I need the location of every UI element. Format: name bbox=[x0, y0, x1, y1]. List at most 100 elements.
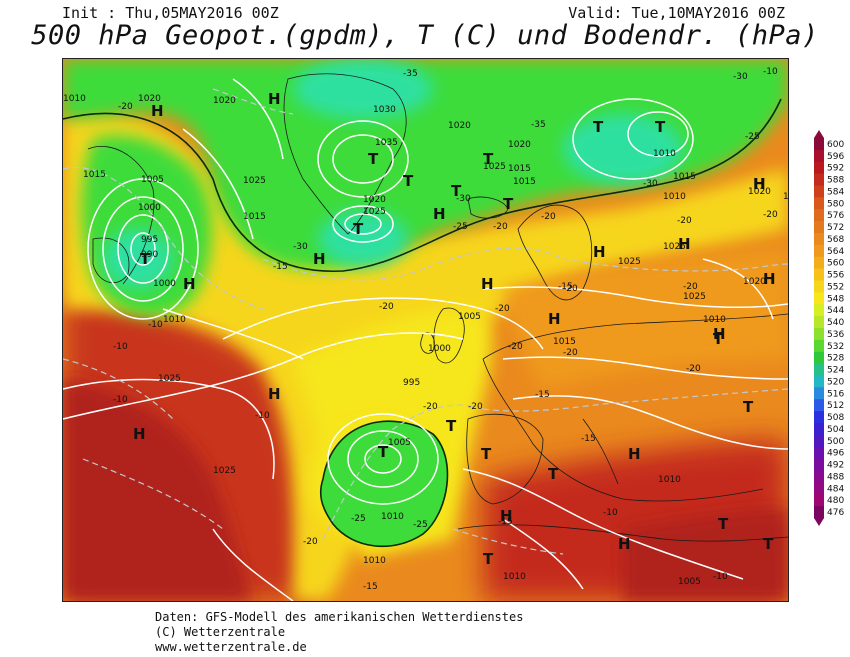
scale-arrow-bottom bbox=[814, 518, 824, 526]
isobar-label: 995 bbox=[141, 235, 158, 245]
isobar-label: 1005 bbox=[458, 312, 481, 322]
low-pressure-marker: T bbox=[140, 250, 151, 268]
isotherm-label: -20 bbox=[541, 212, 556, 222]
isobar-label: 1020 bbox=[138, 94, 161, 104]
low-pressure-marker: T bbox=[503, 195, 514, 213]
scale-tick-label: 500 bbox=[827, 437, 844, 447]
isotherm-label: -15 bbox=[273, 262, 288, 272]
high-pressure-marker: H bbox=[713, 325, 726, 343]
scale-tick-label: 492 bbox=[827, 461, 844, 471]
scale-tick-label: 496 bbox=[827, 449, 844, 459]
isobar-label: 1015 bbox=[508, 164, 531, 174]
footer-url[interactable]: www.wetterzentrale.de bbox=[155, 640, 307, 654]
isobar-label: 1015 bbox=[553, 337, 576, 347]
isobar-label: 1020 bbox=[508, 140, 531, 150]
scale-swatch bbox=[814, 434, 824, 448]
scale-swatch bbox=[814, 244, 824, 258]
scale-swatch bbox=[814, 375, 824, 388]
valid-time: Valid: Tue,10MAY2016 00Z bbox=[568, 4, 785, 22]
isotherm-label: -20 bbox=[508, 342, 523, 352]
isobar-label: 1025 bbox=[158, 374, 181, 384]
low-pressure-marker: T bbox=[353, 220, 364, 238]
isobar-label: 1025 bbox=[618, 257, 641, 267]
scale-tick-label: 480 bbox=[827, 496, 844, 506]
low-pressure-marker: T bbox=[548, 465, 559, 483]
scale-tick-label: 508 bbox=[827, 413, 844, 423]
isotherm-label: -20 bbox=[686, 364, 701, 374]
scale-swatch bbox=[814, 280, 824, 293]
scale-swatch bbox=[814, 411, 824, 424]
isobar-label: 1020 bbox=[363, 195, 386, 205]
scale-tick-label: 512 bbox=[827, 401, 844, 411]
scale-swatch bbox=[814, 268, 824, 281]
scale-tick-label: 588 bbox=[827, 176, 844, 186]
high-pressure-marker: H bbox=[151, 102, 164, 120]
scale-swatch bbox=[814, 470, 824, 483]
high-pressure-marker: H bbox=[628, 445, 641, 463]
scale-swatch bbox=[814, 494, 824, 507]
isobars bbox=[63, 78, 788, 601]
high-pressure-marker: H bbox=[618, 535, 631, 553]
isotherm-label: -10 bbox=[148, 320, 163, 330]
isotherm-label: -20 bbox=[493, 222, 508, 232]
scale-swatch bbox=[814, 399, 824, 412]
isobar-label: 1010 bbox=[703, 315, 726, 325]
scale-tick-label: 524 bbox=[827, 366, 844, 376]
isotherm-label: -25 bbox=[351, 514, 366, 524]
isobar-label: 990 bbox=[141, 250, 158, 260]
isotherm-label: -15 bbox=[558, 282, 573, 292]
scale-tick-label: 556 bbox=[827, 271, 844, 281]
scale-swatch bbox=[814, 458, 824, 471]
footer-copyright: (C) Wetterzentrale bbox=[155, 625, 286, 639]
isobar-label: 1025 bbox=[483, 162, 506, 172]
isobar-label: 1010 bbox=[163, 315, 186, 325]
scale-swatch bbox=[814, 482, 824, 495]
isotherm-label: -25 bbox=[413, 520, 428, 530]
scale-tick-label: 584 bbox=[827, 187, 844, 197]
scale-swatch bbox=[814, 387, 824, 400]
scale-swatch bbox=[814, 423, 824, 436]
high-pressure-marker: H bbox=[133, 425, 146, 443]
scale-tick-label: 564 bbox=[827, 247, 844, 257]
footer-data-source: Daten: GFS-Modell des amerikanischen Wet… bbox=[155, 610, 524, 624]
scale-tick-label: 532 bbox=[827, 342, 844, 352]
isotherm-label: -35 bbox=[403, 69, 418, 79]
isobar-label: 1025 bbox=[213, 466, 236, 476]
scale-tick-label: 488 bbox=[827, 472, 844, 482]
isobar-label: 1025 bbox=[663, 242, 686, 252]
scale-swatch bbox=[814, 339, 824, 353]
low-pressure-marker: T bbox=[483, 150, 494, 168]
low-pressure-marker: T bbox=[718, 515, 729, 533]
low-pressure-marker: T bbox=[378, 443, 389, 461]
isobar-label: 1025 bbox=[243, 176, 266, 186]
scale-tick-label: 504 bbox=[827, 425, 844, 435]
low-pressure-marker: T bbox=[481, 445, 492, 463]
scale-swatch bbox=[814, 363, 824, 376]
geopotential-field bbox=[63, 59, 788, 601]
scale-tick-label: 548 bbox=[827, 294, 844, 304]
high-pressure-marker: H bbox=[548, 310, 561, 328]
isobar-label: 1015 bbox=[783, 192, 788, 202]
high-pressure-marker: H bbox=[763, 270, 776, 288]
low-pressure-marker: T bbox=[763, 535, 774, 553]
scale-tick-label: 576 bbox=[827, 211, 844, 221]
isotherm-label: -15 bbox=[363, 582, 378, 592]
isotherm-label: -20 bbox=[763, 210, 778, 220]
isotherm-label: -20 bbox=[563, 348, 578, 358]
isotherm-label: -25 bbox=[745, 132, 760, 142]
scale-swatch bbox=[814, 233, 824, 246]
map-title: 500 hPa Geopot.(gpdm), T (C) und Bodendr… bbox=[31, 20, 819, 51]
isobar-label: 1010 bbox=[363, 556, 386, 566]
scale-tick-label: 580 bbox=[827, 199, 844, 209]
isotherm-label: -10 bbox=[763, 67, 778, 77]
isobar-label: 1005 bbox=[141, 175, 164, 185]
weather-map[interactable]: 1010 1020 1015 1005 1000 995 990 1025 1015 1030 10… bbox=[62, 58, 789, 602]
scale-swatch bbox=[814, 316, 824, 329]
isobar-label: 1010 bbox=[653, 149, 676, 159]
isotherm-label: -15 bbox=[581, 434, 596, 444]
high-pressure-marker: H bbox=[268, 90, 281, 108]
scale-arrow-top bbox=[814, 130, 824, 138]
scale-tick-label: 536 bbox=[827, 330, 844, 340]
